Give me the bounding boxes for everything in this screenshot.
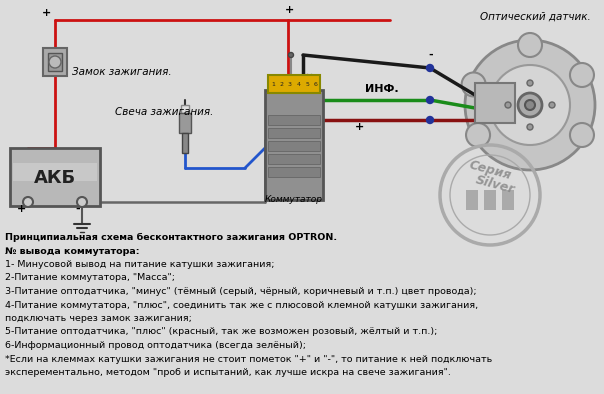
- Text: Silver: Silver: [474, 173, 516, 197]
- Bar: [13, 163, 97, 181]
- Text: Принципиальная схема бесконтактного зажигания OPTRON.: Принципиальная схема бесконтактного зажи…: [5, 233, 337, 242]
- Text: подключать через замок зажигания;: подключать через замок зажигания;: [5, 314, 192, 323]
- Text: 1: 1: [271, 82, 275, 87]
- Circle shape: [570, 63, 594, 87]
- Text: +: +: [18, 204, 27, 214]
- Text: *Если на клеммах катушки зажигания не стоит пометок "+" и "-", то питание к ней : *Если на клеммах катушки зажигания не ст…: [5, 355, 492, 364]
- Circle shape: [49, 56, 61, 68]
- Text: АКБ: АКБ: [34, 169, 76, 187]
- Bar: [268, 167, 320, 177]
- Circle shape: [289, 52, 294, 58]
- Text: ИНФ.: ИНФ.: [365, 84, 399, 94]
- Text: 4: 4: [297, 82, 301, 87]
- Circle shape: [527, 80, 533, 86]
- Bar: [502, 190, 514, 210]
- Circle shape: [426, 117, 434, 123]
- Bar: [182, 133, 188, 153]
- Text: 3-Питание оптодатчика, "минус" (тёмный (серый, чёрный, коричневый и т.п.) цвет п: 3-Питание оптодатчика, "минус" (тёмный (…: [5, 287, 477, 296]
- Circle shape: [527, 124, 533, 130]
- Circle shape: [570, 123, 594, 147]
- Bar: [10, 148, 100, 206]
- Circle shape: [23, 197, 33, 207]
- Circle shape: [466, 123, 490, 147]
- Circle shape: [490, 65, 570, 145]
- Text: Свеча зажигания.: Свеча зажигания.: [115, 107, 213, 117]
- Text: эксперементально, методом "проб и испытаний, как лучше искра на свече зажигания": эксперементально, методом "проб и испыта…: [5, 368, 451, 377]
- Text: +: +: [42, 8, 51, 18]
- Circle shape: [77, 197, 87, 207]
- Bar: [48, 53, 62, 71]
- Text: Оптический датчик.: Оптический датчик.: [480, 12, 591, 22]
- Circle shape: [549, 102, 555, 108]
- Bar: [268, 75, 320, 93]
- Text: Серия: Серия: [467, 158, 513, 182]
- Bar: [179, 113, 191, 133]
- Text: 2: 2: [280, 82, 283, 87]
- Text: -: -: [428, 50, 432, 60]
- Text: 5: 5: [305, 82, 309, 87]
- Circle shape: [465, 40, 595, 170]
- Text: Замок зажигания.: Замок зажигания.: [72, 67, 172, 77]
- Text: Коммутатор: Коммутатор: [265, 195, 323, 204]
- Text: 1- Минусовой вывод на питание катушки зажигания;: 1- Минусовой вывод на питание катушки за…: [5, 260, 274, 269]
- Bar: [475, 83, 515, 123]
- Bar: [466, 190, 478, 210]
- Circle shape: [525, 100, 535, 110]
- Bar: [268, 141, 320, 151]
- Text: -: -: [76, 204, 80, 214]
- Text: +: +: [355, 122, 364, 132]
- Bar: [43, 48, 67, 76]
- Text: № вывода коммутатора:: № вывода коммутатора:: [5, 247, 140, 255]
- Text: 5-Питание оптодатчика, "плюс" (красный, так же возможен розовый, жёлтый и т.п.);: 5-Питание оптодатчика, "плюс" (красный, …: [5, 327, 437, 336]
- Circle shape: [505, 102, 511, 108]
- Bar: [268, 115, 320, 125]
- Text: 3: 3: [288, 82, 292, 87]
- Text: 2-Питание коммутатора, "Масса";: 2-Питание коммутатора, "Масса";: [5, 273, 175, 282]
- Text: +: +: [285, 5, 294, 15]
- Bar: [268, 128, 320, 138]
- Circle shape: [518, 93, 542, 117]
- Circle shape: [426, 65, 434, 71]
- Bar: [181, 105, 189, 113]
- Text: 6: 6: [313, 82, 318, 87]
- Circle shape: [518, 33, 542, 57]
- Bar: [265, 90, 323, 200]
- Bar: [484, 190, 496, 210]
- Text: 6-Информационный провод оптодатчика (всегда зелёный);: 6-Информационный провод оптодатчика (все…: [5, 341, 306, 350]
- Circle shape: [461, 72, 486, 97]
- Bar: [268, 154, 320, 164]
- Text: 4-Питание коммутатора, "плюс", соединить так же с плюсовой клемной катушки зажиг: 4-Питание коммутатора, "плюс", соединить…: [5, 301, 478, 310]
- Circle shape: [426, 97, 434, 104]
